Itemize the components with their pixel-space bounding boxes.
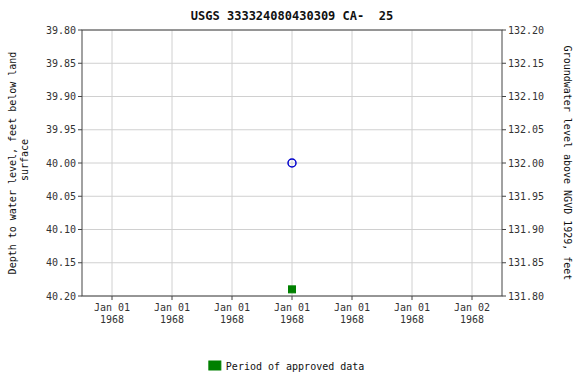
tick-label-y2: 132.00 bbox=[508, 158, 544, 169]
tick-label-y: 39.90 bbox=[46, 91, 76, 102]
tick-y bbox=[78, 30, 82, 31]
tick-label-x: Jan 011968 bbox=[334, 302, 370, 325]
grid-line-x bbox=[352, 30, 353, 296]
tick-label-y: 39.80 bbox=[46, 25, 76, 36]
tick-label-y: 39.85 bbox=[46, 58, 76, 69]
grid-line-x bbox=[412, 30, 413, 296]
tick-y bbox=[78, 296, 82, 297]
tick-y bbox=[78, 63, 82, 64]
tick-y2 bbox=[502, 229, 506, 230]
tick-y2 bbox=[502, 262, 506, 263]
background bbox=[0, 0, 576, 384]
tick-y2 bbox=[502, 129, 506, 130]
tick-y bbox=[78, 196, 82, 197]
grid-line-x bbox=[472, 30, 473, 296]
tick-label-y: 39.95 bbox=[46, 124, 76, 135]
tick-label-y2: 131.80 bbox=[508, 291, 544, 302]
grid-line-x bbox=[112, 30, 113, 296]
tick-label-x: Jan 011968 bbox=[94, 302, 130, 325]
tick-label-y2: 131.85 bbox=[508, 257, 544, 268]
tick-label-y: 40.05 bbox=[46, 191, 76, 202]
tick-y2 bbox=[502, 96, 506, 97]
y2-axis-label: Groundwater level above NGVD 1929, feet bbox=[562, 46, 573, 281]
tick-label-y: 40.10 bbox=[46, 224, 76, 235]
tick-y2 bbox=[502, 296, 506, 297]
tick-label-x: Jan 011968 bbox=[154, 302, 190, 325]
tick-label-y2: 132.15 bbox=[508, 58, 544, 69]
legend-label: Period of approved data bbox=[226, 361, 364, 372]
text-line: 1968 bbox=[280, 314, 304, 325]
tick-label-x: Jan 011968 bbox=[214, 302, 250, 325]
tick-x bbox=[232, 296, 233, 300]
point-open-circle bbox=[288, 159, 296, 167]
tick-y2 bbox=[502, 30, 506, 31]
tick-y2 bbox=[502, 196, 506, 197]
tick-y2 bbox=[502, 163, 506, 164]
text-line: surface bbox=[19, 139, 30, 187]
point-square bbox=[289, 286, 296, 293]
text-line: 1968 bbox=[460, 314, 484, 325]
tick-label-y2: 131.90 bbox=[508, 224, 544, 235]
text-line: Jan 01 bbox=[94, 302, 130, 313]
text-line: Jan 01 bbox=[394, 302, 430, 313]
text-line: Jan 01 bbox=[274, 302, 310, 313]
grid-line-x bbox=[292, 30, 293, 296]
text-line: Jan 01 bbox=[214, 302, 250, 313]
text-line: 1968 bbox=[220, 314, 244, 325]
tick-label-x: Jan 011968 bbox=[394, 302, 430, 325]
tick-y bbox=[78, 229, 82, 230]
tick-label-y2: 132.20 bbox=[508, 25, 544, 36]
series bbox=[288, 159, 296, 167]
text-line: 1968 bbox=[400, 314, 424, 325]
plot-frame bbox=[82, 30, 502, 296]
tick-label-y: 40.20 bbox=[46, 291, 76, 302]
tick-y bbox=[78, 96, 82, 97]
tick-x bbox=[472, 296, 473, 300]
text-line: Jan 01 bbox=[334, 302, 370, 313]
title: USGS 333324080430309 CA- 25 bbox=[191, 9, 393, 23]
tick-label-y2: 132.10 bbox=[508, 91, 544, 102]
grid-line-x bbox=[172, 30, 173, 296]
tick-x bbox=[292, 296, 293, 300]
tick-label-y2: 131.95 bbox=[508, 191, 544, 202]
tick-label-x: Jan 011968 bbox=[274, 302, 310, 325]
legend-swatch bbox=[209, 361, 221, 370]
tick-x bbox=[352, 296, 353, 300]
text-line: 1968 bbox=[160, 314, 184, 325]
text-line: Jan 01 bbox=[154, 302, 190, 313]
tick-label-y: 40.15 bbox=[46, 257, 76, 268]
y-axis-label: Depth to water level, feet below land su… bbox=[7, 52, 30, 275]
legend: Period of approved data bbox=[209, 361, 364, 372]
grid bbox=[82, 30, 502, 296]
tick-label-x: Jan 021968 bbox=[454, 302, 490, 325]
text-line: 1968 bbox=[100, 314, 124, 325]
tick-x bbox=[412, 296, 413, 300]
text-line: Jan 02 bbox=[454, 302, 490, 313]
tick-x bbox=[112, 296, 113, 300]
grid-line-x bbox=[232, 30, 233, 296]
tick-label-y2: 132.05 bbox=[508, 124, 544, 135]
tick-label-y: 40.00 bbox=[46, 158, 76, 169]
tick-y bbox=[78, 262, 82, 263]
marks bbox=[288, 159, 296, 293]
series bbox=[289, 286, 296, 293]
text-line: Depth to water level, feet below land bbox=[7, 52, 18, 275]
tick-y bbox=[78, 129, 82, 130]
tick-y2 bbox=[502, 63, 506, 64]
chart: 39.80 39.85 39.90 39.95 40.00 40.05 40.10 40.15… bbox=[0, 0, 576, 384]
axes: 39.80 39.85 39.90 39.95 40.00 40.05 40.10 40.15… bbox=[46, 25, 544, 326]
tick-x bbox=[172, 296, 173, 300]
text-line: 1968 bbox=[340, 314, 364, 325]
tick-y bbox=[78, 163, 82, 164]
